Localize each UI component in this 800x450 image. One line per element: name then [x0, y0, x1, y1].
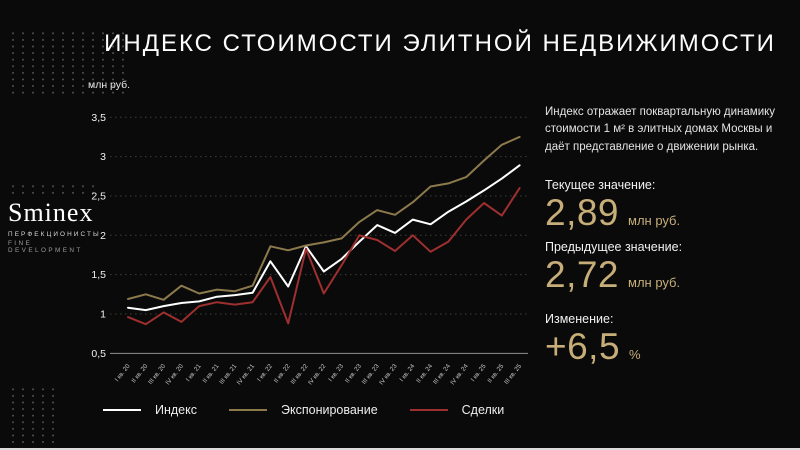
legend-swatch	[229, 409, 267, 411]
index-description: Индекс отражает поквартальную динамику с…	[545, 106, 776, 153]
legend-label: Экспонирование	[281, 403, 378, 417]
x-tick-label: I кв. 24	[398, 363, 416, 384]
x-tick-label: I кв. 25	[470, 363, 488, 384]
series-line-сделки	[127, 187, 521, 326]
current-value: 2,89 млн руб.	[545, 194, 680, 231]
x-tick-label: III кв. 25	[503, 363, 523, 386]
previous-value-unit: млн руб.	[628, 275, 681, 290]
series-line-экспонирование	[127, 135, 521, 301]
x-tick-label: I кв. 23	[327, 363, 345, 384]
y-tick-label: 0,5	[91, 348, 106, 360]
x-tick-label: IV кв. 22	[307, 363, 328, 387]
x-tick-label: IV кв. 21	[236, 363, 257, 387]
x-tick-label: I кв. 20	[114, 363, 132, 384]
previous-value-label: Предыдущее значение:	[545, 240, 683, 254]
change-value-number: +6,5	[545, 326, 621, 367]
legend-item: Сделки	[409, 403, 505, 417]
legend-label: Индекс	[155, 403, 197, 417]
y-tick-label: 2,5	[91, 190, 106, 202]
y-tick-label: 2	[100, 230, 106, 242]
y-tick-label: 3,5	[91, 112, 106, 124]
legend-swatch	[409, 409, 448, 411]
series-line-индекс	[127, 164, 521, 312]
x-tick-label: IV кв. 23	[378, 363, 399, 387]
change-value: +6,5 %	[545, 328, 641, 365]
bottom-divider	[0, 448, 800, 450]
dot-pattern-bottom-left	[8, 386, 60, 446]
y-axis-title: млн руб.	[88, 79, 131, 91]
logo-tagline-ru: ПЕРФЕКЦИОНИСТЫ	[8, 231, 101, 239]
legend-item: Экспонирование	[229, 403, 378, 417]
current-value-number: 2,89	[545, 192, 620, 233]
legend-item: Индекс	[103, 403, 197, 417]
x-tick-label: IV кв. 20	[164, 363, 185, 387]
chart-legend: Индекс Экспонирование Сделки	[103, 403, 504, 417]
chart-area: 0,5 1 1,5 2 2,5 3 3,5 I кв. 20 II кв. 20 III кв. …	[85, 95, 535, 395]
y-tick-label: 3	[100, 151, 106, 163]
change-label: Изменение:	[545, 312, 614, 326]
x-tick-label: I кв. 21	[185, 363, 203, 384]
logo-tagline-en: FINE DEVELOPMENT	[8, 240, 83, 255]
current-value-unit: млн руб.	[628, 213, 681, 228]
previous-value-number: 2,72	[545, 254, 620, 295]
current-value-label: Текущее значение:	[545, 178, 656, 192]
legend-label: Сделки	[461, 403, 505, 417]
page-title: ИНДЕКС СТОИМОСТИ ЭЛИТНОЙ НЕДВИЖИМОСТИ	[104, 30, 776, 57]
sminex-logo: Sminex ПЕРФЕКЦИОНИСТЫ FINE DEVELOPMENT	[8, 196, 101, 259]
change-value-unit: %	[629, 347, 641, 362]
y-tick-label: 1	[100, 309, 106, 321]
x-tick-label: IV кв. 24	[449, 363, 470, 387]
legend-swatch	[103, 409, 141, 411]
x-tick-label: I кв. 22	[256, 363, 274, 384]
logo-wordmark: Sminex	[8, 198, 94, 227]
y-tick-label: 1,5	[91, 269, 106, 281]
dot-pattern-top-left	[8, 30, 130, 96]
previous-value: 2,72 млн руб.	[545, 256, 680, 293]
